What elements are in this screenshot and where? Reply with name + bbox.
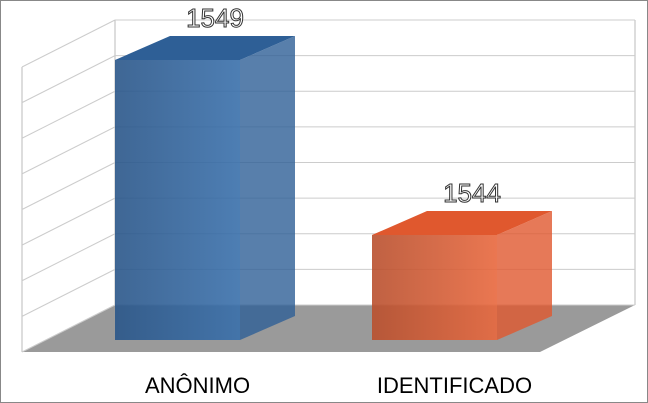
grid-line <box>21 90 116 139</box>
grid-line <box>21 162 116 210</box>
value-label: 1549 <box>186 3 244 33</box>
grid-line <box>21 19 116 68</box>
grid-line <box>21 126 116 175</box>
grid-line <box>21 268 116 317</box>
bar-face <box>372 211 552 235</box>
bar-face <box>372 235 497 340</box>
x-tick-label: ANÔNIMO <box>145 373 250 398</box>
grid-line <box>21 197 116 246</box>
grid-line <box>21 304 116 353</box>
bar-face <box>240 36 295 340</box>
bar-face <box>497 211 552 340</box>
bar-face <box>115 36 295 60</box>
x-tick-label: IDENTIFICADO <box>377 373 532 398</box>
value-label: 1544 <box>443 178 501 208</box>
bar <box>372 211 552 340</box>
grid-line <box>21 233 116 282</box>
bar-face <box>115 60 240 340</box>
bar <box>115 36 295 340</box>
grid-line <box>21 55 116 104</box>
